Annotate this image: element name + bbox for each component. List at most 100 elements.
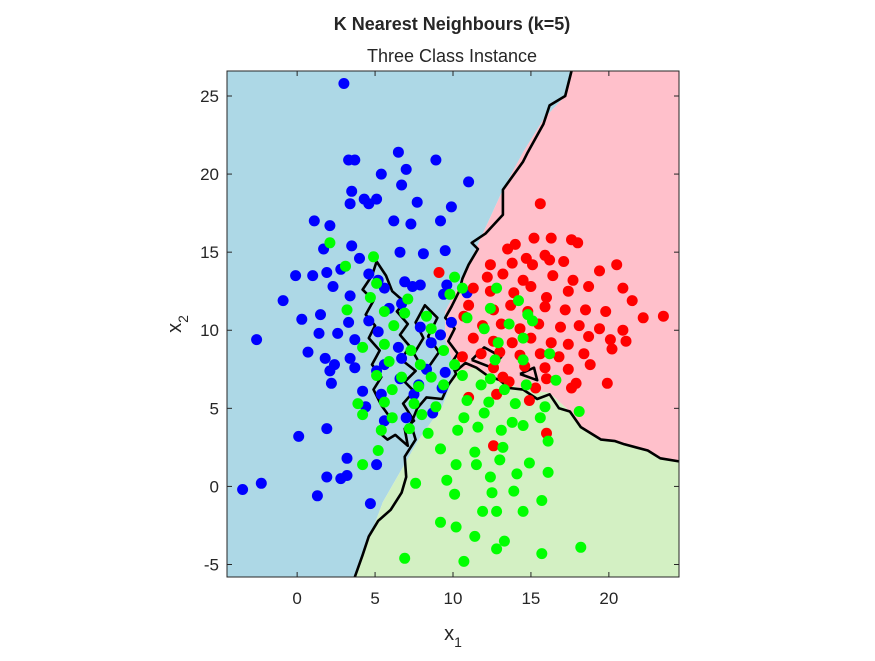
data-point xyxy=(520,379,532,391)
data-point xyxy=(550,374,562,386)
data-point xyxy=(449,271,461,283)
data-point xyxy=(435,516,446,528)
data-point xyxy=(372,445,384,456)
data-point xyxy=(293,430,305,442)
data-point xyxy=(583,281,595,292)
data-point xyxy=(341,304,353,316)
data-point xyxy=(411,196,423,208)
data-point xyxy=(497,268,509,280)
data-point xyxy=(573,320,585,332)
data-point xyxy=(469,530,481,542)
data-point xyxy=(461,395,473,406)
data-point xyxy=(357,341,369,353)
data-point xyxy=(452,424,464,436)
data-point xyxy=(349,362,361,374)
data-point xyxy=(311,490,323,502)
data-point xyxy=(450,459,462,471)
chart-subtitle: Three Class Instance xyxy=(367,46,537,66)
data-point xyxy=(657,310,669,322)
data-point xyxy=(626,295,638,307)
data-point xyxy=(472,421,484,433)
region-blue xyxy=(227,71,572,577)
data-point xyxy=(375,168,387,180)
data-point xyxy=(611,259,623,271)
data-point xyxy=(484,302,496,314)
data-point xyxy=(573,406,585,417)
data-point xyxy=(413,381,425,392)
data-point xyxy=(396,179,408,191)
data-point xyxy=(371,370,383,381)
data-point xyxy=(400,163,412,175)
data-point xyxy=(327,281,339,292)
data-point xyxy=(478,407,490,419)
y-axis-ticks: -5 0 5 10 15 20 25 xyxy=(200,87,679,575)
data-point xyxy=(416,409,428,421)
data-points xyxy=(237,78,669,567)
data-point xyxy=(545,232,557,244)
data-point xyxy=(536,548,548,560)
data-point xyxy=(438,379,450,391)
data-point xyxy=(378,338,390,350)
data-point xyxy=(506,257,518,269)
data-point xyxy=(484,471,496,483)
data-point xyxy=(604,334,616,346)
data-point xyxy=(541,373,552,385)
data-point xyxy=(363,315,375,327)
data-point xyxy=(430,154,442,166)
data-point xyxy=(534,348,546,360)
data-point xyxy=(340,260,351,272)
data-point xyxy=(508,485,520,497)
data-point xyxy=(528,232,540,244)
data-point xyxy=(491,543,503,555)
data-point xyxy=(296,313,308,325)
data-point xyxy=(481,271,493,283)
data-point xyxy=(541,292,552,303)
data-point xyxy=(491,505,503,517)
data-point xyxy=(445,316,457,328)
data-point xyxy=(319,352,331,364)
data-point xyxy=(386,384,398,396)
data-point xyxy=(410,477,422,489)
data-point xyxy=(467,282,479,294)
data-point xyxy=(463,299,475,311)
data-point xyxy=(399,552,411,564)
data-point xyxy=(324,220,336,232)
data-point xyxy=(523,457,535,469)
data-point xyxy=(368,251,379,263)
data-point xyxy=(403,423,415,435)
data-point xyxy=(527,259,538,271)
data-point xyxy=(430,401,442,413)
data-point xyxy=(332,327,344,339)
data-point xyxy=(525,332,537,344)
data-point xyxy=(456,370,468,381)
data-point xyxy=(555,321,566,333)
data-point xyxy=(290,270,302,282)
data-point xyxy=(517,505,529,517)
data-point xyxy=(539,301,551,313)
data-point xyxy=(514,323,526,335)
y-axis-label: x2 xyxy=(164,315,191,333)
data-point xyxy=(251,334,263,346)
data-point xyxy=(456,351,468,363)
data-point xyxy=(445,201,457,213)
y-tick-label: 20 xyxy=(200,165,219,184)
boundary-line-1 xyxy=(455,361,680,463)
x-tick-label: 20 xyxy=(599,589,618,608)
data-point xyxy=(525,281,537,292)
data-point xyxy=(572,237,584,249)
data-point xyxy=(313,327,325,339)
data-point xyxy=(511,468,523,480)
data-point xyxy=(562,338,574,350)
data-point xyxy=(477,505,489,517)
data-point xyxy=(302,346,314,358)
data-point xyxy=(344,290,356,302)
data-point xyxy=(584,359,596,371)
data-point xyxy=(594,265,605,277)
data-point xyxy=(357,385,369,397)
x-tick-label: 10 xyxy=(444,589,463,608)
data-point xyxy=(542,466,554,478)
data-point xyxy=(255,477,267,489)
data-point xyxy=(458,555,470,567)
data-point xyxy=(400,412,412,424)
